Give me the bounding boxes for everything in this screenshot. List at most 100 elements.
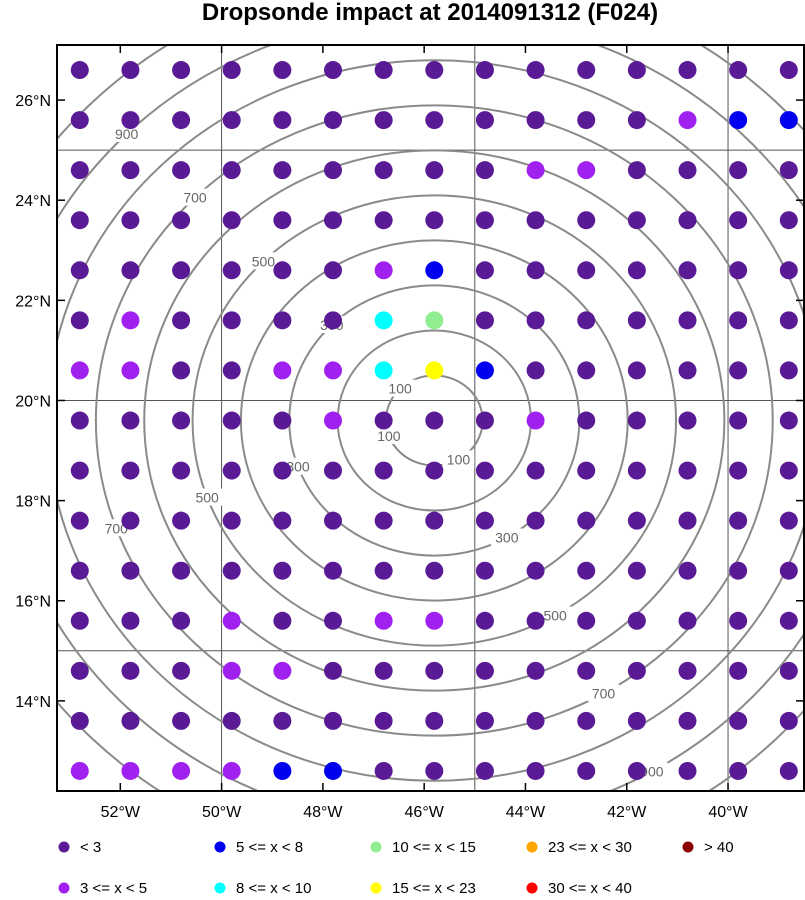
impact-point bbox=[425, 661, 444, 680]
impact-point bbox=[678, 511, 697, 530]
impact-point bbox=[779, 411, 798, 430]
impact-point bbox=[779, 61, 798, 80]
impact-point bbox=[70, 411, 89, 430]
legend-label: 5 <= x < 8 bbox=[236, 839, 303, 856]
impact-point bbox=[324, 211, 343, 230]
impact-point bbox=[273, 211, 292, 230]
impact-point bbox=[324, 611, 343, 630]
impact-point bbox=[526, 61, 545, 80]
impact-point bbox=[779, 511, 798, 530]
impact-point bbox=[627, 661, 646, 680]
impact-point bbox=[121, 461, 140, 480]
impact-point bbox=[374, 561, 393, 580]
y-tick-label: 26°N bbox=[15, 93, 51, 110]
impact-point bbox=[475, 261, 494, 280]
distance-contours: 1001001003003003005005005007007007009009… bbox=[57, 45, 804, 791]
impact-point bbox=[627, 561, 646, 580]
legend-marker bbox=[526, 882, 538, 894]
impact-point bbox=[526, 411, 545, 430]
legend-marker bbox=[58, 841, 70, 853]
impact-point bbox=[273, 111, 292, 130]
impact-point bbox=[627, 611, 646, 630]
impact-point bbox=[70, 161, 89, 180]
y-tick-label: 14°N bbox=[15, 694, 51, 711]
contour-line bbox=[57, 59, 804, 782]
legend-marker bbox=[682, 841, 694, 853]
impact-point bbox=[172, 661, 191, 680]
impact-point bbox=[577, 511, 596, 530]
contour-label-bg bbox=[490, 528, 523, 546]
impact-point bbox=[70, 311, 89, 330]
impact-point bbox=[70, 611, 89, 630]
impact-point bbox=[729, 61, 748, 80]
impact-point bbox=[324, 461, 343, 480]
impact-point bbox=[273, 611, 292, 630]
impact-point bbox=[172, 561, 191, 580]
impact-point bbox=[475, 361, 494, 380]
impact-point bbox=[222, 511, 241, 530]
impact-point bbox=[526, 361, 545, 380]
impact-point bbox=[374, 511, 393, 530]
impact-point bbox=[324, 361, 343, 380]
impact-point bbox=[678, 761, 697, 780]
impact-point bbox=[222, 561, 241, 580]
impact-point bbox=[324, 511, 343, 530]
impact-point bbox=[678, 561, 697, 580]
impact-point bbox=[121, 111, 140, 130]
impact-point bbox=[324, 411, 343, 430]
impact-point bbox=[577, 361, 596, 380]
impact-point bbox=[222, 111, 241, 130]
impact-point bbox=[121, 211, 140, 230]
impact-point bbox=[729, 111, 748, 130]
impact-point bbox=[273, 61, 292, 80]
impact-point bbox=[172, 61, 191, 80]
impact-point bbox=[678, 711, 697, 730]
impact-point bbox=[577, 411, 596, 430]
impact-point bbox=[627, 361, 646, 380]
impact-point bbox=[374, 311, 393, 330]
impact-point bbox=[577, 561, 596, 580]
impact-point bbox=[577, 261, 596, 280]
impact-point bbox=[729, 461, 748, 480]
legend-marker bbox=[214, 882, 226, 894]
impact-point bbox=[729, 211, 748, 230]
impact-point bbox=[526, 461, 545, 480]
map-frame bbox=[56, 44, 805, 792]
impact-point bbox=[374, 361, 393, 380]
impact-point bbox=[425, 161, 444, 180]
impact-point bbox=[172, 711, 191, 730]
x-tick-label: 48°W bbox=[303, 804, 343, 821]
x-axis-ticks: 52°W 50°W 48°W 46°W 44°W 42°W 40°W bbox=[101, 45, 749, 821]
impact-point bbox=[172, 361, 191, 380]
legend: < 3 3 <= x < 5 5 <= x < 8 8 <= x < 10 10 <= … bbox=[58, 839, 734, 897]
contour-line bbox=[143, 149, 726, 692]
impact-point bbox=[678, 111, 697, 130]
legend-label: 8 <= x < 10 bbox=[236, 880, 311, 897]
impact-point bbox=[374, 111, 393, 130]
impact-point bbox=[729, 411, 748, 430]
contour-label: 300 bbox=[495, 529, 519, 545]
impact-point bbox=[324, 711, 343, 730]
contour-label-bg bbox=[247, 252, 280, 270]
impact-point bbox=[627, 761, 646, 780]
impact-point bbox=[425, 211, 444, 230]
chart-title: Dropsonde impact at 2014091312 (F024) bbox=[202, 0, 658, 26]
impact-point bbox=[121, 761, 140, 780]
impact-point bbox=[475, 511, 494, 530]
contour-label-bg bbox=[384, 379, 417, 397]
impact-point bbox=[779, 611, 798, 630]
impact-point bbox=[374, 211, 393, 230]
x-tick-label: 44°W bbox=[506, 804, 546, 821]
impact-point bbox=[121, 561, 140, 580]
impact-point bbox=[121, 261, 140, 280]
impact-point bbox=[273, 561, 292, 580]
impact-point bbox=[222, 311, 241, 330]
impact-point bbox=[172, 261, 191, 280]
impact-point bbox=[121, 361, 140, 380]
impact-point bbox=[779, 261, 798, 280]
impact-point bbox=[577, 711, 596, 730]
impact-point bbox=[678, 611, 697, 630]
impact-point bbox=[70, 661, 89, 680]
impact-point bbox=[475, 211, 494, 230]
contour-label-bg bbox=[587, 684, 620, 702]
